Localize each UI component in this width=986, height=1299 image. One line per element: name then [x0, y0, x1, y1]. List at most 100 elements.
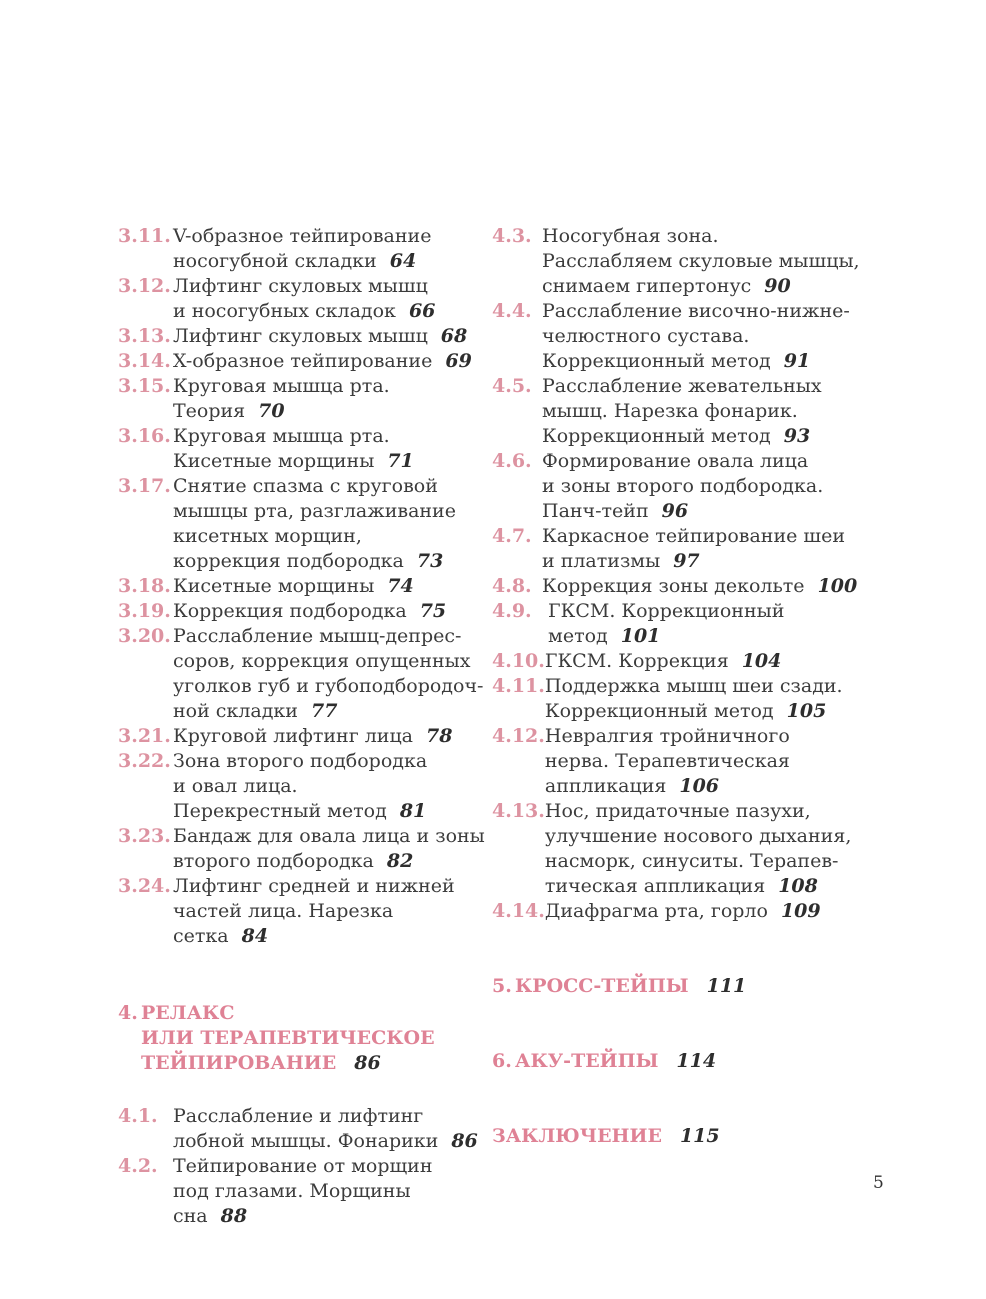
toc-entry: 4.13. Нос, придаточные пазухи, улучшение н…: [492, 799, 932, 899]
toc-entry-lines: Формирование овала лица и зоны второго по…: [542, 449, 932, 524]
toc-page-ref: 105: [786, 700, 827, 722]
toc-page-ref: 109: [780, 900, 821, 922]
toc-entry-line: Коррекционный метод 93: [542, 425, 811, 447]
toc-entry-lines: ЗАКЛЮЧЕНИЕ 115: [492, 1124, 932, 1149]
toc-entry: 3.24. Лифтинг средней и нижней частей лица…: [118, 874, 490, 949]
toc-entry: 4.14. Диафрагма рта, горло 109: [492, 899, 932, 924]
toc-entry: 3.22. Зона второго подбородка и овал лица.…: [118, 749, 490, 824]
toc-page-ref: 108: [778, 875, 818, 897]
toc-entry-line: Расслабление жевательных: [542, 375, 822, 397]
toc-entry-line: Круговая мышца рта. Теория 70: [173, 375, 396, 422]
toc-entry-line: Тейпирование от морщин: [173, 1155, 433, 1177]
toc-entry-line: тическая аппликация 108: [544, 875, 818, 897]
toc-entry-line: коррекция подбородка 73: [173, 550, 444, 572]
toc-entry-line: Перекрестный метод 81: [173, 800, 427, 822]
toc-entry-line: снимаем гипертонус 90: [542, 275, 791, 297]
toc-entry-number: 3.14.: [118, 350, 171, 372]
toc-entry-line: Диафрагма рта, горло 109: [544, 900, 821, 922]
toc-entry-line: Формирование овала лица: [542, 450, 809, 472]
toc-page-ref: 100: [817, 575, 858, 597]
toc-entry-line: Расслабление мышц-депрес-: [173, 625, 462, 647]
toc-entry-line: мышц. Нарезка фонарик.: [542, 400, 798, 422]
toc-section: 4. РЕЛАКС ИЛИ ТЕРАПЕВТИЧЕСКОЕ ТЕЙПИРОВАНИЕ 8…: [118, 1001, 490, 1076]
toc-entry-line: Коррекция подбородка 75: [173, 600, 447, 622]
toc-entry: 4.5. Расслабление жевательных мышц. Нарезк…: [492, 374, 932, 449]
toc-entry-line: лобной мышцы. Фонарики 86: [173, 1130, 478, 1152]
toc-entry-line: аппликация 106: [544, 775, 720, 797]
toc-entry: 4.1. Расслабление и лифтинг лобной мышцы. …: [118, 1104, 490, 1154]
toc-page-ref: 104: [741, 650, 782, 672]
toc-entry: 4.11. Поддержка мышц шеи сзади. Коррекцион…: [492, 674, 932, 724]
toc-entry-line: ИЛИ ТЕРАПЕВТИЧЕСКОЕ: [141, 1027, 435, 1049]
toc-section: ЗАКЛЮЧЕНИЕ 115: [492, 1124, 932, 1149]
toc-entry: 4.7. Каркасное тейпирование шеи и платизмы…: [492, 524, 932, 574]
toc-page-ref: 111: [706, 975, 747, 997]
toc-entry-lines: Расслабление мышц-депрес-соров, коррекци…: [173, 624, 490, 724]
toc-entry-number: 3.17.: [118, 475, 171, 497]
toc-entry-number: 3.16.: [118, 425, 171, 447]
toc-entry-line: Каркасное тейпирование шеи: [542, 525, 845, 547]
toc-entry: 3.16. Круговая мышца рта. Кисетные морщины…: [118, 424, 490, 474]
toc-entry-lines: X-образное тейпирование 69: [173, 349, 490, 374]
toc-entry-number: 3.11.: [118, 225, 171, 247]
toc-entry-line: нерва. Терапевтическая: [544, 750, 790, 772]
toc-entry-line: ТЕЙПИРОВАНИЕ 86: [141, 1052, 381, 1074]
toc-entry: 3.17. Снятие спазма с круговой мышцы рта, …: [118, 474, 490, 574]
toc-entry-line: Поддержка мышц шеи сзади.: [544, 675, 843, 697]
toc-entry-line: Снятие спазма с круговой: [173, 475, 438, 497]
toc-entry-number: 4.4.: [492, 300, 532, 322]
toc-entry-lines: Круговой лифтинг лица 78: [173, 724, 490, 749]
toc-entry-line: Расслабление и лифтинг: [173, 1105, 424, 1127]
toc-entry-line: Бандаж для овала лица и зоны: [173, 825, 485, 847]
toc-page-ref: 114: [676, 1050, 717, 1072]
toc-entry-number: 3.20.: [118, 625, 171, 647]
toc-entry: 4.3. Носогубная зона. Расслабляем скуловые…: [492, 224, 932, 299]
toc-entry-number: 4.10.: [492, 650, 545, 672]
toc-entry-lines: Снятие спазма с круговой мышцы рта, разгл…: [173, 474, 490, 574]
toc-entry-line: Зона второго подбородка: [173, 750, 428, 772]
toc-entry-number: 4.3.: [492, 225, 532, 247]
toc-page-ref: 97: [673, 550, 700, 572]
toc-entry-lines: Диафрагма рта, горло 109: [545, 899, 932, 924]
toc-entry-line: КРОСС-ТЕЙПЫ 111: [515, 975, 747, 997]
toc-page-ref: 69: [445, 350, 472, 372]
toc-entry-number: 3.13.: [118, 325, 171, 347]
toc-entry-lines: РЕЛАКС ИЛИ ТЕРАПЕВТИЧЕСКОЕ ТЕЙПИРОВАНИЕ 86: [141, 1001, 490, 1076]
toc-page-ref: 74: [387, 575, 414, 597]
toc-entry-line: X-образное тейпирование 69: [173, 350, 472, 372]
toc-entry-number: 3.18.: [118, 575, 171, 597]
toc-entry: 3.19. Коррекция подбородка 75: [118, 599, 490, 624]
toc-page-ref: 90: [764, 275, 791, 297]
toc-entry-lines: Расслабление височно-нижне-челюстного су…: [542, 299, 932, 374]
toc-entry-lines: Коррекция зоны декольте 100: [542, 574, 932, 599]
toc-column-left: 3.11. V-образное тейпирование носогубной с…: [118, 224, 490, 1229]
toc-page-ref: 64: [389, 250, 417, 272]
toc-entry: 3.18. Кисетные морщины 74: [118, 574, 490, 599]
toc-entry-lines: Бандаж для овала лица и зоны второго подб…: [173, 824, 490, 874]
toc-entry: 3.13. Лифтинг скуловых мышц 68: [118, 324, 490, 349]
toc-entry-lines: Расслабление жевательных мышц. Нарезка фо…: [542, 374, 932, 449]
toc-entry-lines: Лифтинг средней и нижней частей лица. Нар…: [173, 874, 490, 949]
toc-entry-number: 3.21.: [118, 725, 171, 747]
toc-entry-line: Расслабление височно-нижне-: [542, 300, 850, 322]
toc-page-ref: 78: [426, 725, 453, 747]
toc-entry-line: Круговой лифтинг лица 78: [173, 725, 453, 747]
toc-entry-number: 3.15.: [118, 375, 171, 397]
toc-entry-line: ГКСМ. Коррекция 104: [544, 650, 782, 672]
toc-page-ref: 106: [679, 775, 720, 797]
toc-entry-line: Круговая мышца рта.: [173, 425, 390, 447]
toc-page-ref: 115: [679, 1125, 720, 1147]
toc-entry-line: Панч-тейп 96: [542, 500, 689, 522]
toc-entry: 4.10. ГКСМ. Коррекция 104: [492, 649, 932, 674]
toc-entry-number: 4.14.: [492, 900, 545, 922]
toc-page-ref: 71: [387, 450, 414, 472]
toc-entry: 4.9. ГКСМ. Коррекционный метод 101: [492, 599, 932, 649]
toc-entry-line: Нос, придаточные пазухи,: [544, 800, 811, 822]
toc-entry-line: частей лица. Нарезка сетка 84: [173, 900, 400, 947]
toc-page-ref: 70: [258, 400, 285, 422]
toc-page-ref: 75: [419, 600, 447, 622]
toc-entry: 3.14. X-образное тейпирование 69: [118, 349, 490, 374]
toc-entry-lines: V-образное тейпирование носогубной складк…: [173, 224, 490, 274]
toc-entry-lines: Зона второго подбородка и овал лица. Перек…: [173, 749, 490, 824]
toc-entry-lines: Невралгия тройничного нерва. Терапевтичес…: [545, 724, 932, 799]
